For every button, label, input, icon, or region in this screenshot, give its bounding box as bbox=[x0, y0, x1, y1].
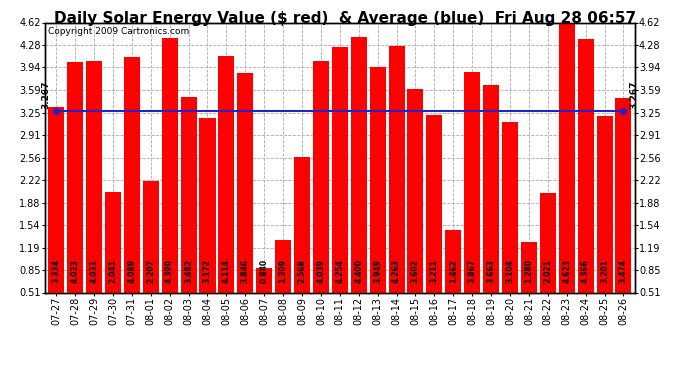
Text: 0.880: 0.880 bbox=[259, 258, 268, 283]
Text: 3.172: 3.172 bbox=[203, 259, 212, 283]
Bar bbox=[275, 240, 291, 326]
Bar bbox=[559, 22, 575, 326]
Text: 3.663: 3.663 bbox=[486, 259, 495, 283]
Bar bbox=[502, 122, 518, 326]
Text: 3.949: 3.949 bbox=[373, 259, 382, 283]
Text: 4.623: 4.623 bbox=[562, 259, 571, 283]
Text: 1.280: 1.280 bbox=[524, 259, 533, 283]
Bar bbox=[597, 116, 613, 326]
Bar bbox=[218, 56, 235, 326]
Text: 3.334: 3.334 bbox=[52, 259, 61, 283]
Bar bbox=[540, 193, 556, 326]
Bar bbox=[143, 181, 159, 326]
Bar bbox=[237, 74, 253, 326]
Bar bbox=[332, 46, 348, 326]
Bar bbox=[521, 242, 537, 326]
Text: 1.309: 1.309 bbox=[279, 259, 288, 283]
Text: 2.568: 2.568 bbox=[297, 259, 306, 283]
Bar bbox=[256, 268, 273, 326]
Text: 3.482: 3.482 bbox=[184, 259, 193, 283]
Bar bbox=[483, 86, 499, 326]
Text: 2.021: 2.021 bbox=[543, 259, 552, 283]
Bar bbox=[124, 57, 140, 326]
Text: 3.846: 3.846 bbox=[241, 259, 250, 283]
Bar bbox=[615, 98, 631, 326]
Text: Daily Solar Energy Value ($ red)  & Average (blue)  Fri Aug 28 06:57: Daily Solar Energy Value ($ red) & Avera… bbox=[54, 11, 636, 26]
Text: 4.263: 4.263 bbox=[392, 259, 401, 283]
Text: 4.114: 4.114 bbox=[222, 259, 231, 283]
Text: Copyright 2009 Cartronics.com: Copyright 2009 Cartronics.com bbox=[48, 27, 189, 36]
Text: 3.104: 3.104 bbox=[506, 259, 515, 283]
Text: 4.254: 4.254 bbox=[335, 259, 344, 283]
Bar bbox=[445, 230, 462, 326]
Text: 2.207: 2.207 bbox=[146, 259, 155, 283]
Bar bbox=[370, 67, 386, 326]
Bar bbox=[48, 107, 64, 326]
Text: 3.602: 3.602 bbox=[411, 259, 420, 283]
Bar bbox=[578, 39, 593, 326]
Bar bbox=[407, 89, 424, 326]
Bar bbox=[161, 38, 178, 326]
Text: 2.041: 2.041 bbox=[108, 259, 117, 283]
Bar bbox=[351, 37, 367, 326]
Bar bbox=[199, 118, 215, 326]
Bar bbox=[294, 157, 310, 326]
Bar bbox=[313, 61, 329, 326]
Text: 1.462: 1.462 bbox=[448, 259, 457, 283]
Bar bbox=[86, 61, 102, 326]
Text: 3.474: 3.474 bbox=[619, 259, 628, 283]
Bar bbox=[105, 192, 121, 326]
Text: 3.267: 3.267 bbox=[629, 81, 638, 110]
Text: 4.366: 4.366 bbox=[581, 259, 590, 283]
Text: 3.867: 3.867 bbox=[468, 258, 477, 283]
Text: 4.023: 4.023 bbox=[70, 259, 79, 283]
Bar bbox=[181, 97, 197, 326]
Text: 3.267: 3.267 bbox=[41, 81, 50, 110]
Bar bbox=[388, 46, 404, 326]
Text: 4.039: 4.039 bbox=[317, 259, 326, 283]
Bar bbox=[426, 115, 442, 326]
Bar bbox=[464, 72, 480, 326]
Text: 3.211: 3.211 bbox=[430, 259, 439, 283]
Text: 4.031: 4.031 bbox=[90, 259, 99, 283]
Bar bbox=[67, 62, 83, 326]
Text: 4.390: 4.390 bbox=[165, 259, 174, 283]
Text: 4.089: 4.089 bbox=[128, 259, 137, 283]
Text: 4.400: 4.400 bbox=[354, 259, 363, 283]
Text: 3.201: 3.201 bbox=[600, 259, 609, 283]
